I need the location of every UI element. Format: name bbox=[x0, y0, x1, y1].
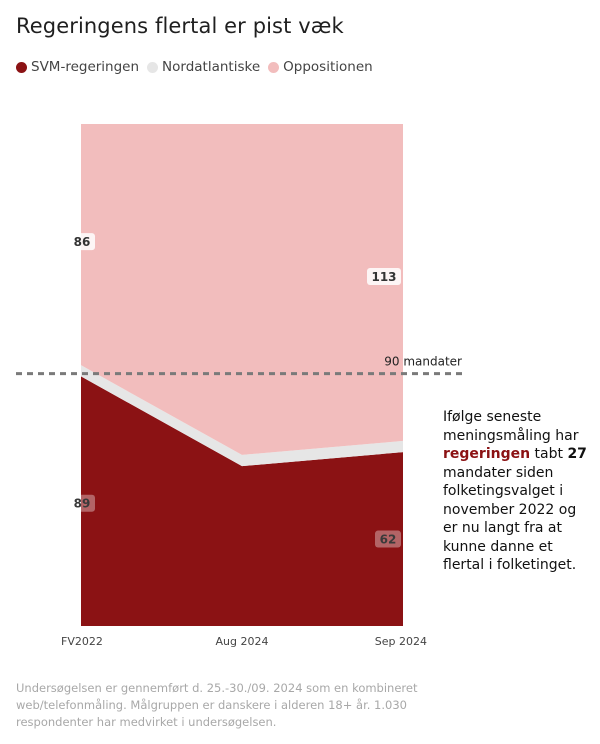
legend-label-oppositionen: Oppositionen bbox=[283, 59, 373, 75]
annotation-text: Ifølge seneste meningsmåling har regerin… bbox=[443, 408, 593, 575]
annotation-highlight: regeringen bbox=[443, 446, 531, 462]
annotation-part3: mandater siden folketingsvalget i novemb… bbox=[443, 464, 577, 574]
annotation-part2: tabt bbox=[530, 446, 568, 462]
data-label-box bbox=[367, 267, 401, 285]
data-label-box bbox=[375, 530, 401, 548]
data-label-text: 89 bbox=[74, 497, 91, 511]
legend-item-svm: SVM-regeringen bbox=[16, 59, 139, 75]
x-tick-label: Aug 2024 bbox=[216, 635, 269, 648]
footnote: Undersøgelsen er gennemført d. 25.-30./0… bbox=[16, 681, 418, 729]
reference-line-label: 90 mandater bbox=[384, 355, 462, 369]
data-label-text: 113 bbox=[371, 270, 396, 284]
data-label-box bbox=[69, 494, 95, 512]
legend: SVM-regeringen Nordatlantiske Opposition… bbox=[16, 59, 381, 75]
annotation-number: 27 bbox=[567, 446, 587, 462]
legend-item-oppositionen: Oppositionen bbox=[268, 59, 373, 75]
chart-title: Regeringens flertal er pist væk bbox=[16, 14, 344, 38]
data-label-svm-regeringen-2: 62 bbox=[375, 530, 401, 548]
data-label-oppositionen-0: 86 bbox=[69, 233, 95, 251]
data-label-box bbox=[69, 233, 95, 251]
legend-label-nordatlantiske: Nordatlantiske bbox=[162, 59, 261, 75]
data-label-oppositionen-2: 113 bbox=[367, 267, 401, 285]
legend-item-nordatlantiske: Nordatlantiske bbox=[147, 59, 260, 75]
x-tick-label: FV2022 bbox=[61, 635, 103, 648]
legend-swatch-svm bbox=[16, 61, 27, 73]
annotation-part1: Ifølge seneste meningsmåling har bbox=[443, 409, 579, 444]
data-label-svm-regeringen-0: 89 bbox=[69, 494, 95, 512]
area-svm-regeringen bbox=[81, 376, 403, 626]
x-tick-label: Sep 2024 bbox=[375, 635, 427, 648]
data-label-text: 62 bbox=[380, 533, 397, 547]
data-label-text: 86 bbox=[74, 235, 91, 249]
legend-swatch-nordatlantiske bbox=[147, 61, 159, 73]
legend-label-svm: SVM-regeringen bbox=[31, 59, 140, 75]
legend-swatch-oppositionen bbox=[268, 61, 280, 73]
